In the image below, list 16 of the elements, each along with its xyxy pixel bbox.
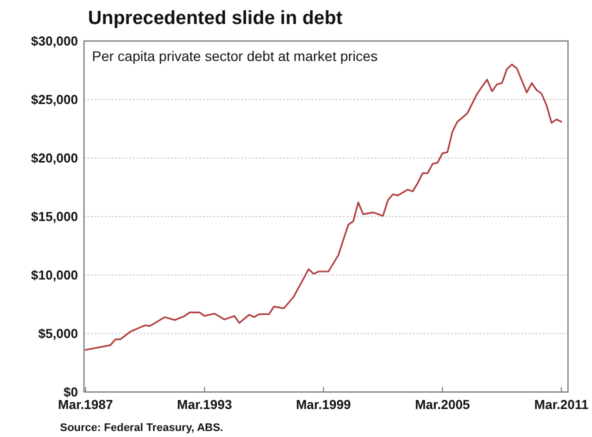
x-tick-label: Mar.1987 xyxy=(58,397,113,412)
line-series xyxy=(84,64,562,351)
x-tick-label: Mar.1999 xyxy=(296,397,351,412)
x-tick-label: Mar.2011 xyxy=(534,397,588,412)
y-tick-label: $15,000 xyxy=(31,209,78,224)
y-tick-label: $10,000 xyxy=(31,268,78,283)
y-tick-label: $30,000 xyxy=(31,34,78,49)
x-tick-label: Mar.2005 xyxy=(414,397,470,412)
text: Per capita private sector debt at market prices xyxy=(92,48,378,64)
source-note: Source: Federal Treasury, ABS. xyxy=(60,422,224,434)
x-tick-label: Mar.1993 xyxy=(177,397,232,412)
chart-title: Unprecedented slide in debt xyxy=(88,8,344,29)
y-tick-label: $20,000 xyxy=(31,150,78,166)
y-tick-label: $5,000 xyxy=(38,326,78,342)
y-tick-label: $0 xyxy=(64,384,78,400)
y-tick-label: $25,000 xyxy=(31,92,78,108)
